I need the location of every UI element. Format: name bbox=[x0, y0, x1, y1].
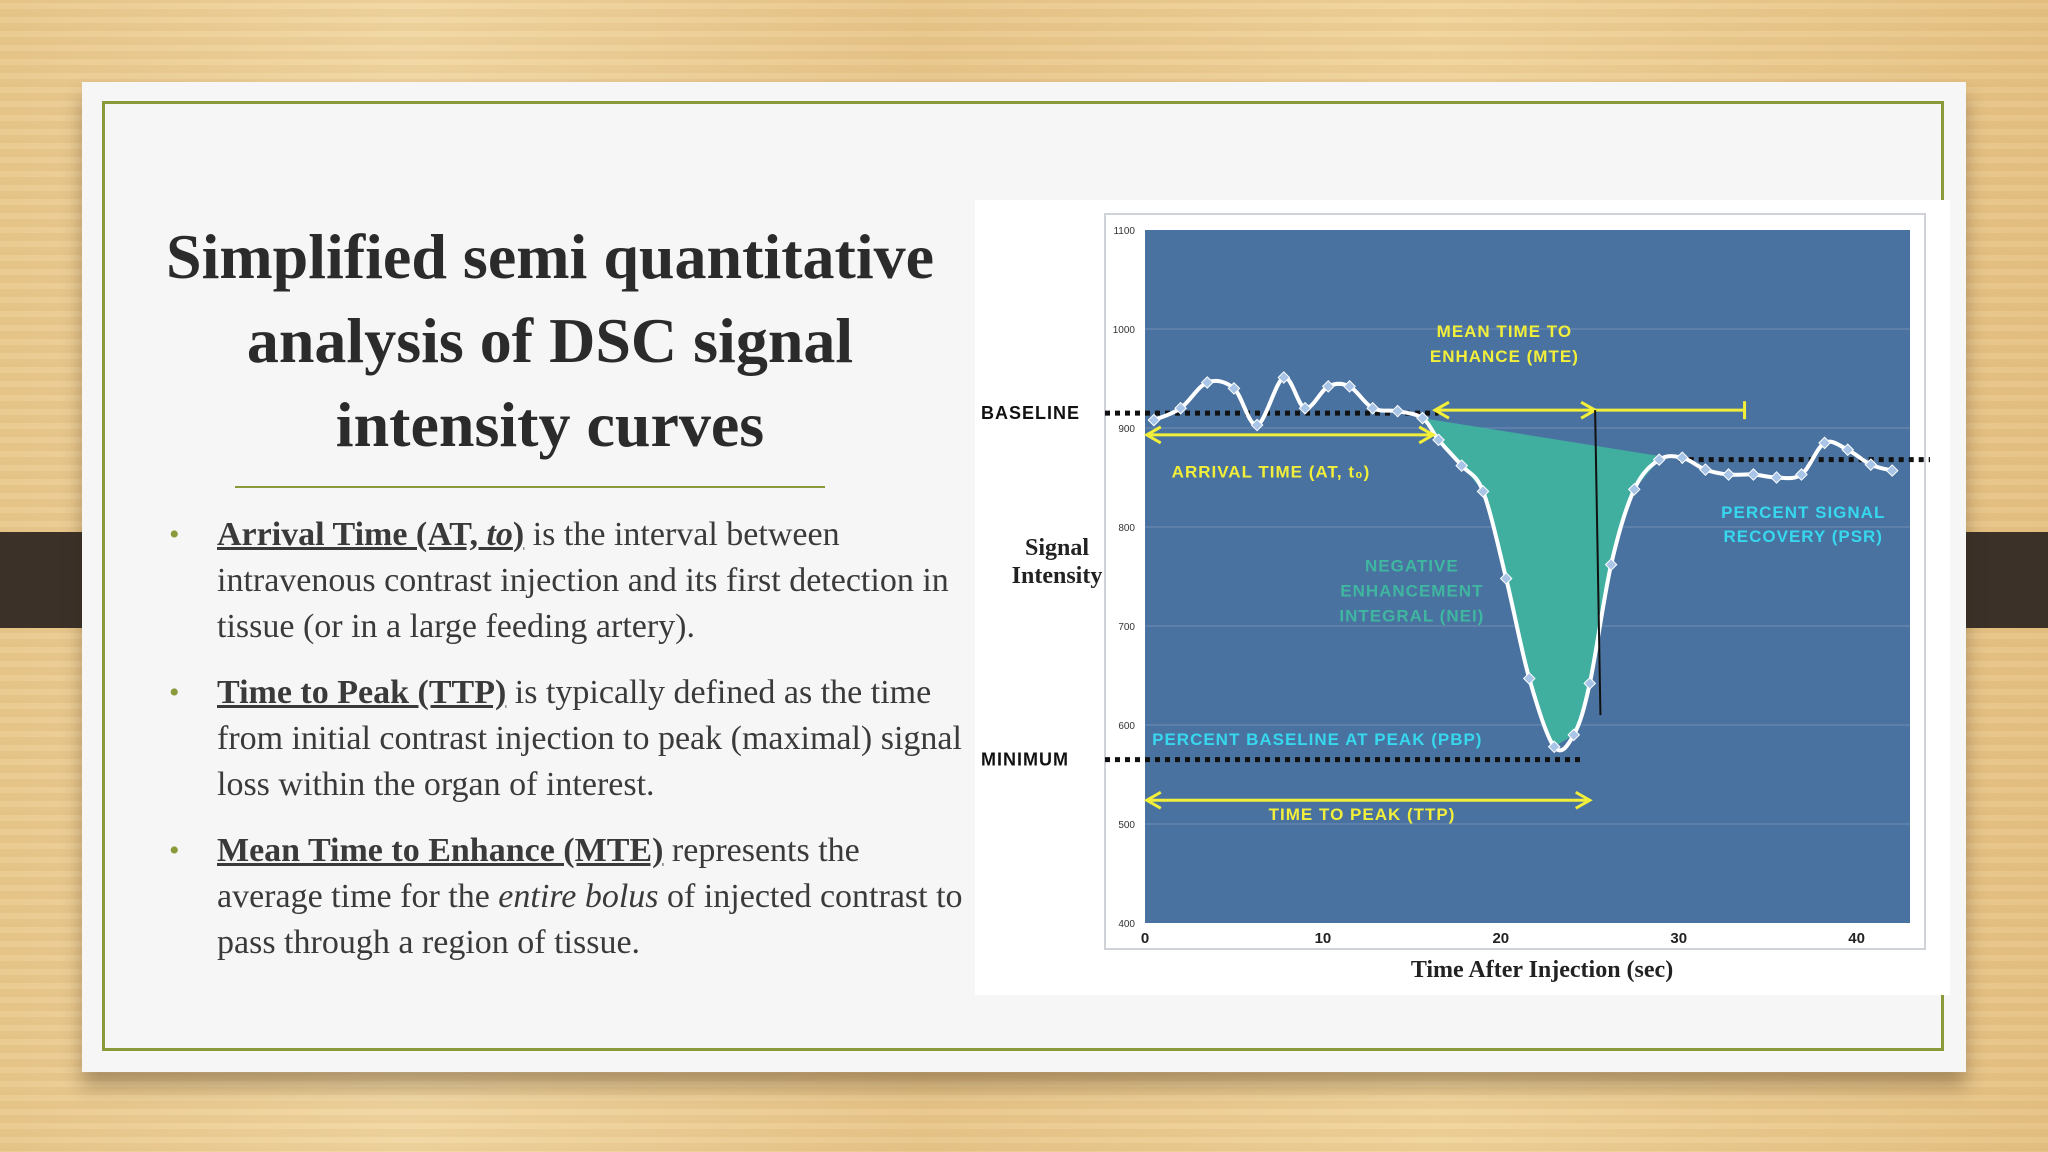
data-point bbox=[1722, 468, 1735, 481]
ttp-label: TIME TO PEAK (TTP) bbox=[1269, 805, 1456, 824]
at-arrow-head-left bbox=[1143, 425, 1162, 445]
bullet-text: is the interval between intravenous cont… bbox=[217, 516, 949, 645]
data-point bbox=[1627, 483, 1641, 496]
data-point bbox=[1795, 468, 1808, 481]
at-arrow-head-right bbox=[1418, 425, 1437, 445]
data-point bbox=[1699, 463, 1712, 476]
mte-label-line-2: ENHANCE (MTE) bbox=[1430, 347, 1579, 366]
data-point bbox=[1321, 380, 1335, 393]
x-tick-label: 20 bbox=[1492, 930, 1509, 947]
x-tick-label: 40 bbox=[1848, 930, 1865, 947]
data-point bbox=[1675, 451, 1689, 465]
data-point bbox=[1277, 371, 1291, 384]
data-point bbox=[1416, 411, 1429, 425]
bullet-icon: • bbox=[169, 518, 180, 551]
x-tick-label: 0 bbox=[1141, 930, 1149, 947]
y-tick-label: 900 bbox=[1118, 424, 1135, 435]
mte-vertical-line bbox=[1594, 410, 1602, 716]
data-point bbox=[1652, 453, 1666, 467]
slide-title: Simplified semi quantitative analysis of… bbox=[140, 215, 960, 467]
data-point bbox=[1604, 558, 1618, 571]
pbp-label: PERCENT BASELINE AT PEAK (PBP) bbox=[1152, 730, 1482, 749]
y-tick-label: 400 bbox=[1118, 919, 1135, 930]
nei-label-line: INTEGRAL (NEI) bbox=[1339, 607, 1484, 626]
minimum-label: MINIMUM bbox=[981, 750, 1069, 770]
data-point bbox=[1547, 740, 1561, 754]
data-point bbox=[1366, 401, 1380, 415]
title-divider bbox=[235, 486, 825, 488]
y-tick-label: 700 bbox=[1118, 622, 1135, 633]
bullet-item: • Time to Peak (TTP) is typically define… bbox=[165, 670, 965, 808]
bullet-list: • Arrival Time (AT, to) is the interval … bbox=[165, 512, 965, 986]
ttp-arrow-head-left bbox=[1143, 790, 1162, 810]
y-tick-label: 800 bbox=[1118, 523, 1135, 534]
data-point bbox=[1200, 376, 1214, 389]
psr-label-line-2: RECOVERY (PSR) bbox=[1724, 527, 1883, 546]
bullet-italic: entire bolus bbox=[498, 878, 659, 915]
bullet-term: Arrival Time (AT, to) bbox=[217, 516, 525, 553]
data-point bbox=[1298, 401, 1312, 415]
data-point bbox=[1583, 677, 1597, 690]
bullet-text-end: of injected contrast to pass through a r… bbox=[217, 878, 963, 961]
dsc-chart: 400 500 600 700 800 900 1000 1100 0 10 20 30 40 BASE… bbox=[981, 213, 1930, 983]
bullet-item: • Mean Time to Enhance (MTE) represents … bbox=[165, 828, 965, 966]
bullet-icon: • bbox=[169, 676, 180, 709]
x-tick-label: 30 bbox=[1670, 930, 1687, 947]
data-point bbox=[1522, 672, 1536, 685]
data-point bbox=[1250, 418, 1264, 432]
title-line-1: Simplified semi quantitative bbox=[165, 221, 935, 292]
ttp-arrow-head-right bbox=[1575, 790, 1593, 810]
y-tick-label: 1000 bbox=[1113, 325, 1136, 336]
nei-label-line: ENHANCEMENT bbox=[1340, 582, 1483, 601]
data-point bbox=[1174, 401, 1187, 415]
x-tick-label: 10 bbox=[1315, 930, 1332, 947]
bullet-term: Mean Time to Enhance (MTE) bbox=[217, 832, 664, 869]
y-tick-label: 600 bbox=[1118, 721, 1135, 732]
bullet-text: represents the average time for the bbox=[217, 832, 860, 915]
bullet-item: • Arrival Time (AT, to) is the interval … bbox=[165, 512, 965, 650]
bullet-term: Time to Peak (TTP) bbox=[217, 674, 507, 711]
right-strap bbox=[1952, 532, 2048, 628]
data-point bbox=[1818, 436, 1831, 450]
data-point bbox=[1147, 413, 1161, 427]
data-point bbox=[1455, 459, 1469, 472]
title-line-2: analysis of DSC signal bbox=[246, 305, 854, 376]
nei-label-line: NEGATIVE bbox=[1365, 557, 1459, 576]
baseline-label: BASELINE bbox=[981, 403, 1080, 423]
data-point bbox=[1841, 443, 1855, 457]
nei-fill-area bbox=[1422, 418, 1670, 747]
data-point bbox=[1227, 382, 1241, 395]
y-tick-label: 1100 bbox=[1113, 226, 1135, 237]
y-axis-label-line-1: Signal bbox=[1025, 535, 1089, 561]
mte-arrow-head-left bbox=[1431, 400, 1450, 420]
data-point bbox=[1391, 404, 1404, 418]
data-point bbox=[1747, 468, 1760, 481]
chart-container: 400 500 600 700 800 900 1000 1100 0 10 20 30 40 BASE… bbox=[975, 200, 1950, 995]
data-point bbox=[1864, 458, 1878, 471]
psr-label-line-1: PERCENT SIGNAL bbox=[1721, 503, 1885, 522]
data-point bbox=[1770, 471, 1783, 484]
data-point bbox=[1432, 433, 1445, 447]
x-axis-label: Time After Injection (sec) bbox=[1411, 957, 1673, 983]
mte-label-line-1: MEAN TIME TO bbox=[1437, 322, 1572, 341]
data-point bbox=[1885, 464, 1899, 477]
data-point bbox=[1499, 572, 1513, 585]
title-line-3: intensity curves bbox=[335, 389, 765, 460]
bullet-icon: • bbox=[169, 834, 180, 867]
data-point bbox=[1343, 380, 1356, 393]
y-axis-label-line-2: Intensity bbox=[1012, 563, 1103, 589]
bullet-text: is typically defined as the time from in… bbox=[217, 674, 962, 803]
data-point bbox=[1567, 728, 1581, 742]
at-label: ARRIVAL TIME (AT, t₀) bbox=[1172, 463, 1371, 482]
data-point bbox=[1476, 484, 1490, 498]
y-tick-label: 500 bbox=[1118, 820, 1135, 831]
